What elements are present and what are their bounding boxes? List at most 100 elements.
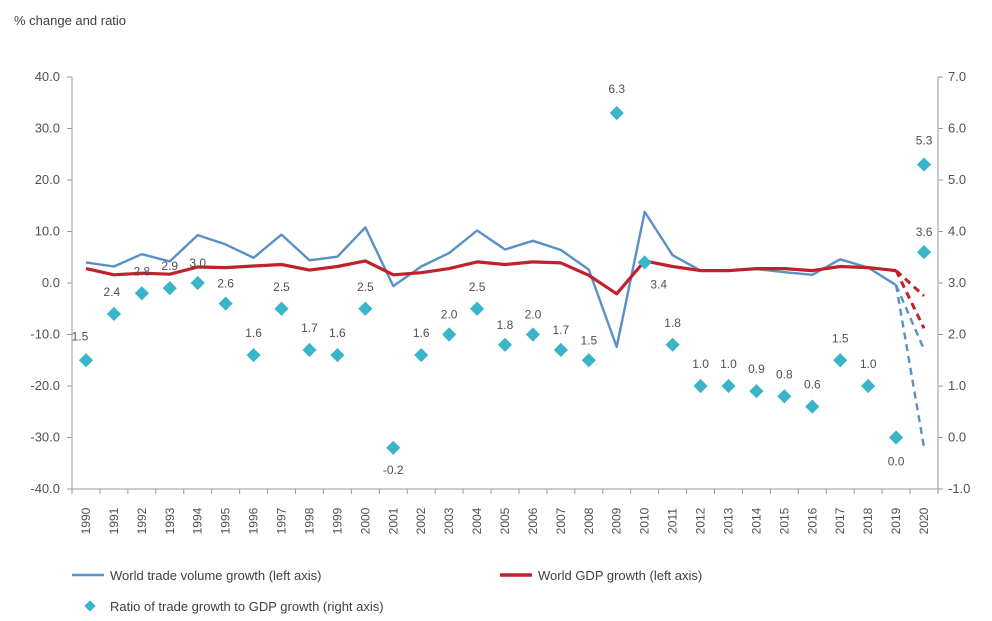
left-axis-tick-label: 0.0 bbox=[42, 275, 60, 290]
ratio-point bbox=[609, 105, 624, 121]
x-axis-tick-label: 2005 bbox=[498, 507, 512, 534]
right-axis-tick-label: 4.0 bbox=[948, 224, 966, 239]
left-axis-tick-label: -30.0 bbox=[30, 430, 60, 445]
left-axis-tick-label: 10.0 bbox=[35, 224, 60, 239]
ratio-data-label: 5.3 bbox=[916, 134, 933, 148]
ratio-point bbox=[581, 353, 596, 368]
right-axis-tick-label: 7.0 bbox=[948, 69, 966, 84]
ratio-point bbox=[106, 306, 121, 321]
legend-ratio-swatch bbox=[84, 600, 96, 612]
x-axis-tick-label: 1992 bbox=[135, 507, 149, 534]
x-axis-tick-label: 2007 bbox=[554, 507, 568, 534]
ratio-data-label: 2.5 bbox=[357, 280, 374, 294]
trade-volume-projection-pessimistic bbox=[894, 284, 926, 448]
ratio-data-label: 3.4 bbox=[650, 277, 667, 291]
ratio-point bbox=[693, 378, 708, 394]
ratio-point bbox=[497, 337, 513, 352]
chart-title: % change and ratio bbox=[14, 13, 126, 28]
ratio-data-label: 2.0 bbox=[525, 308, 542, 322]
ratio-data-label: 2.8 bbox=[133, 264, 150, 278]
x-axis-tick-label: 2015 bbox=[777, 507, 791, 534]
ratio-point bbox=[916, 245, 932, 260]
axes: 40.0 30.0 20.0 10.0 0.0 -10.0 -20.0 -30.0 -40.0 7… bbox=[30, 69, 970, 534]
ratio-data-label: 0.6 bbox=[804, 378, 821, 392]
x-axis-tick-label: 2003 bbox=[442, 507, 456, 534]
series-layer bbox=[78, 105, 932, 455]
x-axis-tick-label: 2016 bbox=[805, 507, 819, 534]
x-axis-tick-label: 2017 bbox=[833, 507, 847, 534]
x-axis-tick-label: 1998 bbox=[302, 507, 316, 534]
ratio-data-label: 1.6 bbox=[413, 326, 430, 340]
ratio-data-label: 1.7 bbox=[301, 321, 318, 335]
x-axis-tick-label: 1996 bbox=[247, 507, 261, 534]
right-axis-tick-label: 5.0 bbox=[948, 172, 966, 187]
ratio-point bbox=[525, 327, 541, 342]
ratio-point bbox=[889, 430, 904, 445]
x-axis-tick-label: 1997 bbox=[275, 507, 289, 534]
data-labels: 1.5 2.4 2.8 2.9 3.0 2.6 1.6 2.5 1.7 1.6 2.5 -0.2 1.6… bbox=[72, 82, 933, 477]
ratio-data-label: 2.4 bbox=[104, 285, 121, 299]
ratio-data-label: 1.5 bbox=[72, 329, 89, 343]
ratio-data-label: 1.0 bbox=[860, 357, 877, 371]
ratio-data-label: 2.6 bbox=[217, 277, 234, 291]
ratio-point bbox=[358, 301, 373, 316]
left-axis-tick-label: -20.0 bbox=[30, 378, 60, 393]
legend-trade-label: World trade volume growth (left axis) bbox=[110, 568, 321, 583]
x-axis-tick-label: 2008 bbox=[582, 507, 596, 534]
ratio-point bbox=[78, 353, 94, 368]
ratio-data-label: 0.9 bbox=[748, 362, 765, 376]
ratio-point bbox=[777, 389, 792, 404]
ratio-point bbox=[274, 301, 289, 316]
ratio-point bbox=[833, 353, 848, 368]
left-axis-tick-label: 30.0 bbox=[35, 121, 60, 136]
ratio-point bbox=[805, 399, 820, 414]
ratio-point bbox=[553, 342, 568, 358]
x-axis-tick-label: 2013 bbox=[721, 507, 735, 534]
ratio-point bbox=[861, 378, 876, 394]
x-axis-tick-label: 2002 bbox=[414, 507, 428, 534]
left-axis-tick-label: 40.0 bbox=[35, 69, 60, 84]
right-axis-tick-label: 0.0 bbox=[948, 430, 966, 445]
x-axis-tick-label: 1994 bbox=[191, 507, 205, 534]
ratio-data-label: 6.3 bbox=[608, 82, 625, 96]
x-axis-tick-label: 2006 bbox=[526, 507, 540, 534]
ratio-point bbox=[330, 348, 345, 363]
x-axis-tick-label: 2001 bbox=[386, 507, 400, 534]
legend-gdp-label: World GDP growth (left axis) bbox=[538, 568, 702, 583]
ratio-data-label: 2.5 bbox=[273, 280, 290, 294]
x-axis-tick-label: 2012 bbox=[694, 507, 708, 534]
ratio-data-label: -0.2 bbox=[383, 463, 404, 477]
x-axis-tick-label: 2014 bbox=[749, 507, 763, 534]
x-axis-tick-label: 2000 bbox=[358, 507, 372, 534]
ratio-point bbox=[469, 301, 485, 316]
left-axis-tick-label: -40.0 bbox=[30, 481, 60, 496]
legend-ratio-label: Ratio of trade growth to GDP growth (rig… bbox=[110, 599, 384, 614]
x-axis-tick-label: 2010 bbox=[638, 507, 652, 534]
x-axis-tick-label: 1991 bbox=[107, 507, 121, 534]
ratio-point bbox=[721, 378, 736, 394]
gdp-growth-projection-pessimistic bbox=[894, 269, 926, 329]
ratio-data-label: 1.5 bbox=[832, 331, 849, 345]
ratio-data-label: 2.0 bbox=[441, 308, 458, 322]
legend: World trade volume growth (left axis) Wor… bbox=[72, 568, 702, 614]
x-axis-tick-label: 1990 bbox=[79, 507, 93, 534]
ratio-point bbox=[665, 337, 680, 352]
left-axis-tick-label: -10.0 bbox=[30, 327, 60, 342]
x-axis-tick-label: 2018 bbox=[861, 507, 875, 534]
ratio-point bbox=[414, 348, 429, 363]
ratio-point bbox=[749, 384, 764, 399]
ratio-data-label: 1.8 bbox=[664, 316, 681, 330]
ratio-point bbox=[637, 255, 652, 270]
x-axis-tick-label: 2009 bbox=[610, 507, 624, 534]
right-axis-tick-label: 2.0 bbox=[948, 327, 966, 342]
ratio-point bbox=[218, 296, 233, 311]
ratio-data-label: 0.0 bbox=[888, 455, 905, 469]
ratio-point bbox=[246, 348, 261, 363]
ratio-data-label: 2.5 bbox=[469, 280, 486, 294]
x-axis-tick-label: 2020 bbox=[917, 507, 931, 534]
ratio-data-label: 1.5 bbox=[580, 333, 597, 347]
ratio-point bbox=[190, 275, 205, 291]
x-axis-tick-label: 1995 bbox=[219, 507, 233, 534]
ratio-point bbox=[302, 342, 317, 358]
